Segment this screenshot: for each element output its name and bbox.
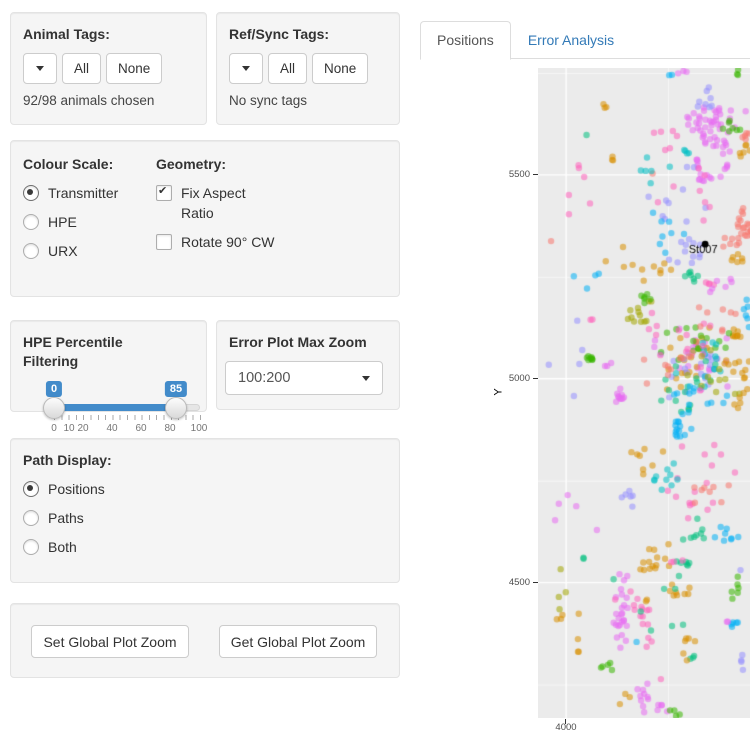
radio-urx[interactable]: URX <box>23 241 153 261</box>
checkbox-icon <box>156 234 172 251</box>
caret-down-icon <box>242 65 250 71</box>
radio-icon <box>23 510 39 527</box>
animal-tags-dropdown-button[interactable] <box>23 52 57 84</box>
hpe-percentile-slider[interactable]: 0 85 0 10 20 40 60 80 100 <box>23 381 207 441</box>
radio-icon <box>23 243 39 260</box>
caret-down-icon <box>362 375 370 381</box>
error-zoom-select[interactable]: 100:200 <box>225 361 383 395</box>
colour-scale-title: Colour Scale: <box>23 156 114 172</box>
tabbar: Positions Error Analysis <box>420 21 631 60</box>
slider-tick-grid <box>54 415 201 420</box>
path-display-panel: Path Display: Positions Paths Both <box>10 438 400 583</box>
x-tick-label: 4000 <box>555 722 577 733</box>
slider-handle-min[interactable] <box>43 397 65 419</box>
y-tick-mark <box>533 378 538 379</box>
ref-sync-tags-title: Ref/Sync Tags: <box>229 26 330 42</box>
caret-down-icon <box>36 65 44 71</box>
error-zoom-selected-value: 100:200 <box>238 370 291 386</box>
slider-bar <box>54 404 176 411</box>
ref-sync-tags-panel: Ref/Sync Tags: All None No sync tags <box>216 12 400 125</box>
radio-selected-icon <box>23 480 39 497</box>
colour-geometry-panel: Colour Scale: Transmitter HPE URX Geomet… <box>10 140 400 297</box>
global-zoom-panel: Set Global Plot Zoom Get Global Plot Zoo… <box>10 603 400 678</box>
slider-to-badge: 85 <box>164 381 188 398</box>
animal-tags-status: 92/98 animals chosen <box>23 92 155 108</box>
radio-paths[interactable]: Paths <box>23 508 387 528</box>
error-zoom-panel: Error Plot Max Zoom 100:200 <box>216 320 400 410</box>
ref-sync-tags-all-button[interactable]: All <box>268 52 308 84</box>
y-tick-mark <box>533 174 538 175</box>
ref-sync-tags-none-button[interactable]: None <box>312 52 369 84</box>
geometry-title: Geometry: <box>156 156 227 172</box>
set-global-plot-zoom-button[interactable]: Set Global Plot Zoom <box>31 625 189 658</box>
radio-icon <box>23 214 39 231</box>
checkbox-fix-aspect-ratio[interactable]: Fix Aspect Ratio <box>156 183 286 224</box>
positions-plot-canvas[interactable] <box>538 68 750 718</box>
y-tick-mark <box>533 582 538 583</box>
radio-selected-icon <box>23 184 39 201</box>
radio-hpe[interactable]: HPE <box>23 212 153 232</box>
checkbox-checked-icon <box>156 184 172 201</box>
checkbox-rotate-90-cw[interactable]: Rotate 90° CW <box>156 232 286 252</box>
radio-positions[interactable]: Positions <box>23 479 387 499</box>
y-tick-label: 5000 <box>508 373 530 384</box>
radio-icon <box>23 539 39 556</box>
tab-error-analysis[interactable]: Error Analysis <box>527 32 615 48</box>
x-tick-mark <box>565 719 566 724</box>
radio-transmitter[interactable]: Transmitter <box>23 183 153 203</box>
slider-from-badge: 0 <box>45 381 63 398</box>
y-tick-label: 5500 <box>508 169 530 180</box>
animal-tags-all-button[interactable]: All <box>62 52 102 84</box>
tabbar-divider <box>420 58 750 59</box>
path-display-title: Path Display: <box>23 452 112 468</box>
hpe-filter-title: HPE Percentile Filtering <box>23 334 123 369</box>
tab-positions[interactable]: Positions <box>420 21 511 60</box>
radio-both[interactable]: Both <box>23 537 387 557</box>
slider-handle-max[interactable] <box>165 397 187 419</box>
error-zoom-title: Error Plot Max Zoom <box>229 334 367 350</box>
hpe-filter-panel: HPE Percentile Filtering 0 85 0 10 20 40… <box>10 320 207 434</box>
animal-tags-title: Animal Tags: <box>23 26 110 42</box>
ref-sync-tags-status: No sync tags <box>229 92 308 108</box>
positions-plot[interactable] <box>538 68 750 718</box>
get-global-plot-zoom-button[interactable]: Get Global Plot Zoom <box>219 625 377 658</box>
y-tick-label: 4500 <box>508 577 530 588</box>
animal-tags-panel: Animal Tags: All None 92/98 animals chos… <box>10 12 207 125</box>
y-axis-title: Y <box>492 388 505 396</box>
animal-tags-none-button[interactable]: None <box>106 52 163 84</box>
ref-sync-tags-dropdown-button[interactable] <box>229 52 263 84</box>
